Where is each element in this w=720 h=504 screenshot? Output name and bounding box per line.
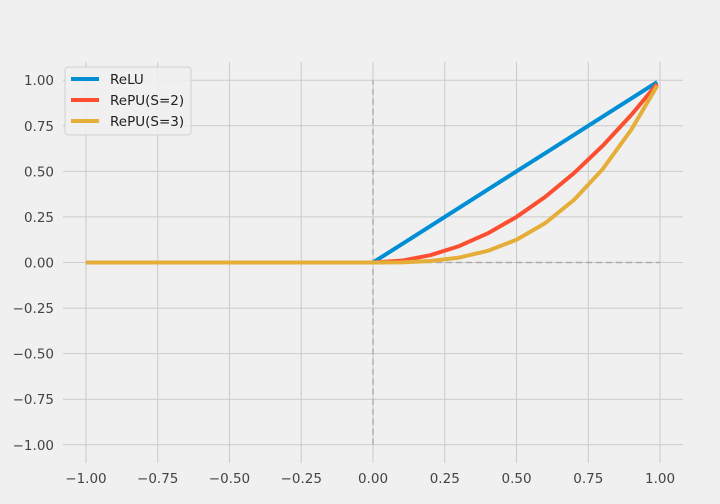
y-tick-label: −0.50 [13, 347, 54, 363]
legend-box [64, 66, 192, 136]
y-tick-label: 0.50 [24, 164, 54, 180]
series-line-3 [85, 84, 659, 265]
x-tick-label: −0.75 [137, 471, 178, 487]
y-tick-label: 0.25 [24, 210, 54, 226]
series-lines [85, 80, 659, 265]
y-tick-label: 0.75 [24, 119, 54, 135]
x-tick-label: 1.00 [645, 471, 675, 487]
x-tick-label: −1.00 [65, 471, 106, 487]
y-tick-label: −0.75 [13, 392, 54, 408]
legend-label: RePU(S=2) [110, 93, 184, 109]
y-tick-label: 1.00 [24, 73, 54, 89]
x-tick-label: −0.50 [209, 471, 250, 487]
x-tick-label: 0.75 [573, 471, 603, 487]
legend: ReLU RePU(S=2) RePU(S=3) [64, 66, 192, 136]
y-tick-label: −1.00 [13, 438, 54, 454]
x-axis-ticks: −1.00 −0.75 −0.50 −0.25 0.00 0.25 0.50 0.75 1.00 [65, 471, 675, 487]
legend-label: ReLU [110, 72, 144, 88]
x-tick-label: 0.00 [358, 471, 388, 487]
x-tick-label: 0.25 [430, 471, 460, 487]
x-tick-label: 0.50 [501, 471, 531, 487]
x-tick-label: −0.25 [281, 471, 322, 487]
y-axis-ticks: 1.00 0.75 0.50 0.25 0.00 −0.25 −0.50 −0.75 −1.00 [13, 73, 54, 454]
legend-label: RePU(S=3) [110, 114, 184, 130]
y-tick-label: −0.25 [13, 301, 54, 317]
y-tick-label: 0.00 [24, 256, 54, 272]
